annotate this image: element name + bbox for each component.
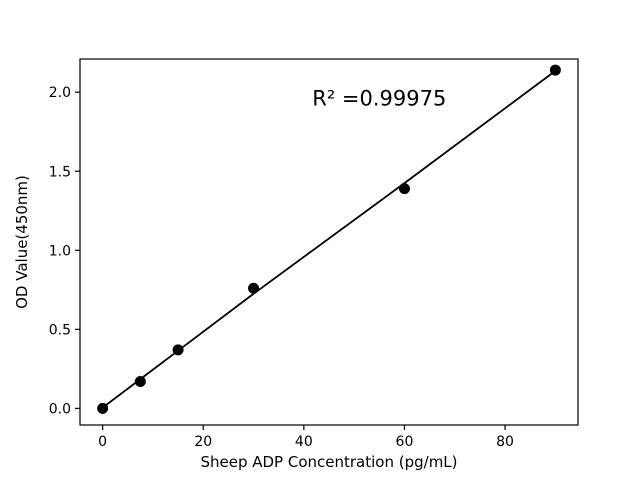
x-tick-label: 0 xyxy=(98,434,107,450)
y-tick-label: 1.5 xyxy=(49,164,71,180)
fit-line xyxy=(101,69,557,409)
plot-layer: 0 20 40 60 80 0.0 0.5 1.0 1.5 2.0 xyxy=(49,58,579,450)
data-point xyxy=(398,183,410,195)
plot-border xyxy=(79,58,579,426)
data-point xyxy=(248,282,260,294)
y-tick-label: 0.5 xyxy=(49,322,71,338)
x-axis-label: Sheep ADP Concentration (pg/mL) xyxy=(200,453,457,471)
y-tick-label: 2.0 xyxy=(49,85,71,101)
y-tick-label: 1.0 xyxy=(49,243,71,259)
x-tick-label: 20 xyxy=(194,434,212,450)
y-tick-label: 0.0 xyxy=(49,401,71,417)
x-tick-label: 40 xyxy=(295,434,313,450)
y-axis-label: OD Value(450nm) xyxy=(13,175,31,309)
r-squared-annotation: R² =0.99975 xyxy=(312,87,446,111)
data-point xyxy=(134,376,146,388)
x-tick-label: 60 xyxy=(396,434,414,450)
x-tick-label: 80 xyxy=(496,434,514,450)
